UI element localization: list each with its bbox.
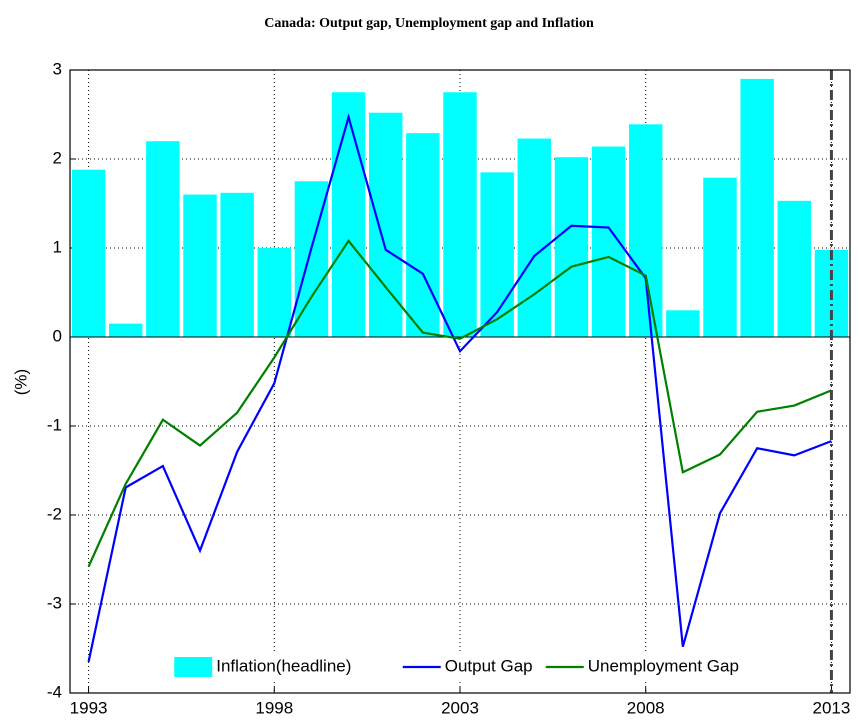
bar	[257, 248, 291, 337]
legend-label: Output Gap	[445, 656, 533, 675]
y-tick-label: -4	[47, 682, 62, 701]
legend-box	[170, 652, 750, 682]
bar	[331, 92, 366, 337]
y-tick-label: -1	[47, 415, 62, 434]
y-tick-label: -2	[47, 504, 62, 523]
legend-label: Unemployment Gap	[588, 656, 739, 675]
y-tick-label: -3	[47, 593, 62, 612]
legend: Inflation(headline) Output Gap Unemploymen…	[170, 652, 750, 682]
chart-title: Canada: Output gap, Unemployment gap and…	[264, 16, 594, 31]
bar	[777, 200, 811, 337]
bar	[71, 169, 106, 337]
x-tick-label: 1998	[255, 698, 293, 717]
y-axis-label: (%)	[11, 369, 30, 395]
y-tick-label: 0	[53, 326, 62, 345]
bar	[666, 310, 700, 337]
x-tick-label: 2013	[813, 698, 851, 717]
y-tick-label: 2	[53, 148, 62, 167]
line	[87, 113, 832, 663]
x-tick-label: 2003	[441, 698, 479, 717]
bar	[703, 177, 737, 337]
legend-swatch	[174, 657, 213, 677]
bar	[406, 133, 440, 337]
bar	[220, 192, 254, 337]
bar	[629, 124, 663, 337]
bar	[554, 157, 589, 337]
bar	[480, 172, 514, 337]
bar	[369, 112, 403, 337]
bar	[109, 323, 143, 337]
line	[87, 239, 832, 568]
x-tick-label: 2008	[627, 698, 665, 717]
legend-label: Inflation(headline)	[216, 656, 351, 675]
bar	[183, 194, 217, 337]
bar	[443, 92, 477, 337]
x-tick-label: 1993	[70, 698, 108, 717]
y-tick-label: 3	[53, 59, 62, 78]
bar	[146, 141, 180, 337]
bar	[740, 78, 774, 338]
y-tick-label: 1	[53, 237, 62, 256]
plot-frame	[69, 69, 851, 694]
bar	[517, 138, 551, 337]
